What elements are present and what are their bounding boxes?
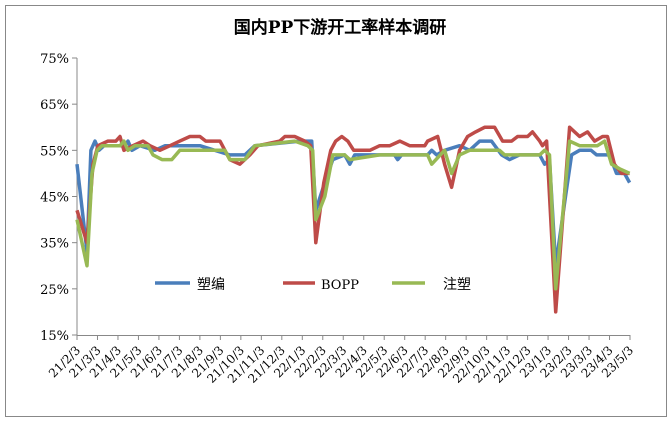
series-line-2 [75,139,631,291]
legend-label-suibian: 塑编 [197,277,225,293]
chart-title: 国内PP下游开工率样本调研 [234,17,447,38]
legend-label-bopp: BOPP [321,278,359,293]
y-tick-label: 65% [40,98,69,113]
chart-border [5,5,667,417]
y-tick-label: 15% [40,329,69,344]
y-tick-label: 55% [40,144,69,159]
y-tick-label: 35% [40,237,69,252]
series-line-1 [75,125,630,314]
legend: 塑编 BOPP 注塑 [155,277,471,293]
legend-label-zhusu: 注塑 [443,277,471,293]
y-tick-label: 75% [40,52,69,67]
y-tick-label: 25% [40,283,69,298]
y-tick-label: 45% [40,191,69,206]
